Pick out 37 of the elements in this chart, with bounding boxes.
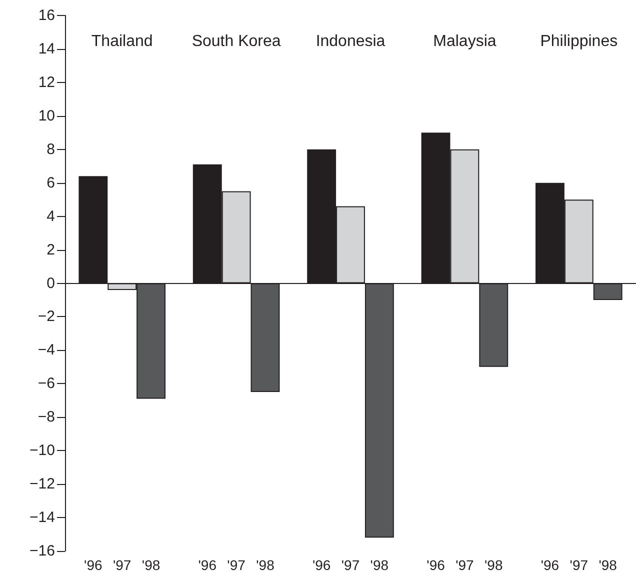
- text: '96: [312, 557, 331, 573]
- y-tick-label: −8: [38, 408, 55, 426]
- y-tick-label: 14: [38, 40, 55, 58]
- y-tick-label: 0: [46, 274, 55, 292]
- text: '96: [540, 557, 560, 573]
- x-tick-label: Thailand: [91, 33, 153, 50]
- y-tick-label: 6: [46, 174, 55, 192]
- x-tick-label: Indonesia: [316, 33, 386, 50]
- y-tick-label: 12: [38, 74, 55, 91]
- y-tick-label: −10: [30, 442, 55, 460]
- series-label: '98: [370, 557, 389, 573]
- text: '97: [456, 557, 474, 573]
- text: '96: [198, 557, 216, 573]
- y-tick-label: −14: [30, 509, 55, 526]
- text: '98: [484, 557, 503, 573]
- y-tick-label: −16: [30, 542, 55, 560]
- x-tick-label: Malaysia: [433, 33, 496, 50]
- text: '97: [341, 557, 360, 573]
- y-tick-label: 10: [38, 107, 55, 124]
- x-tick-label: Philippines: [540, 33, 618, 50]
- text: '96: [426, 557, 445, 573]
- y-tick-label: 16: [38, 7, 55, 24]
- text: '97: [112, 557, 132, 573]
- text: '98: [256, 557, 274, 573]
- y-tick-label: 8: [46, 140, 55, 158]
- text: '98: [142, 557, 160, 573]
- y-tick-label: 4: [46, 208, 55, 225]
- y-tick-label: 2: [46, 241, 55, 258]
- y-tick-label: −12: [30, 476, 55, 493]
- x-tick-label: South Korea: [192, 33, 281, 50]
- y-tick-label: −4: [38, 342, 55, 359]
- y-tick-label: −2: [38, 308, 55, 326]
- text: '97: [227, 557, 246, 573]
- text: '97: [570, 557, 588, 573]
- text: '98: [598, 557, 617, 573]
- text: '96: [84, 557, 103, 573]
- y-tick-label: −6: [38, 375, 55, 392]
